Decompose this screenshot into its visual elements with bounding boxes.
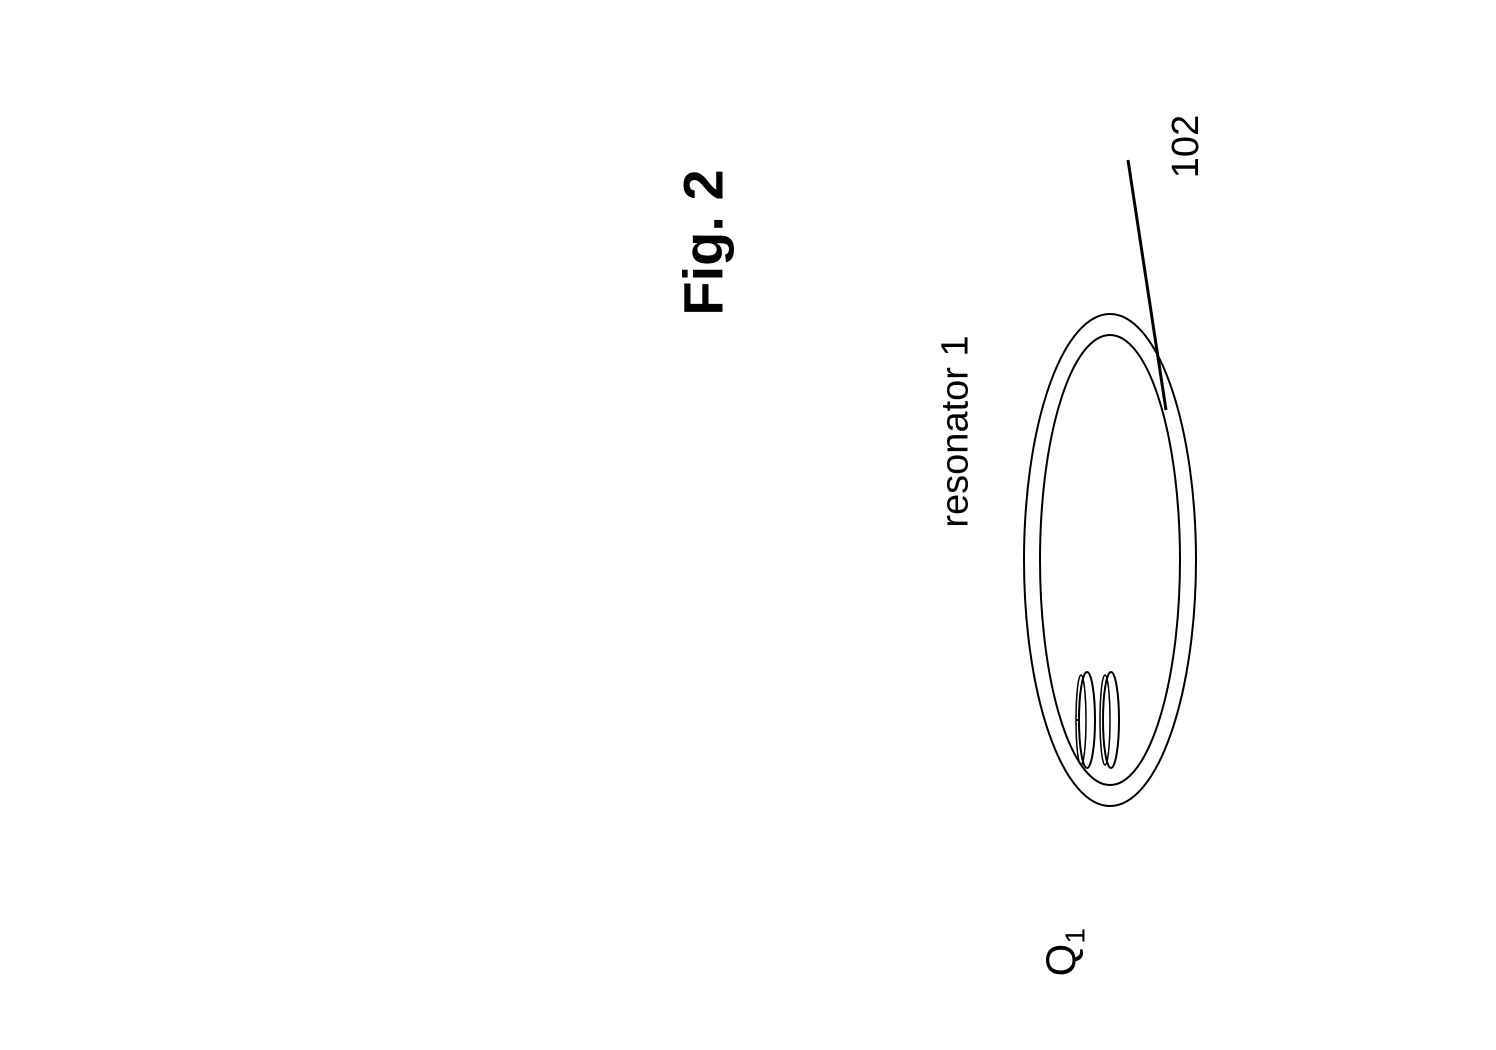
capacitor-plate-right — [1100, 672, 1119, 768]
capacitor-plate-left — [1076, 672, 1095, 768]
resonator-svg — [860, 450, 1360, 950]
figure-title: Fig. 2 — [671, 169, 736, 315]
reference-number: 102 — [1165, 115, 1208, 178]
leader-line — [1128, 160, 1166, 410]
resonator-diagram — [860, 450, 1360, 950]
